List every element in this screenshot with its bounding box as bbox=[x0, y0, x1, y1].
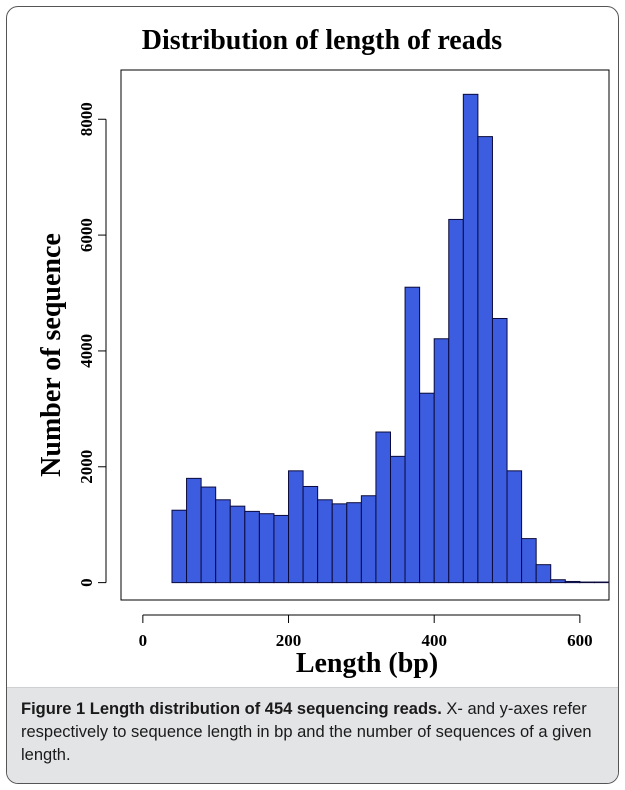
histogram-bar bbox=[419, 392, 435, 584]
x-tick-label: 0 bbox=[139, 631, 148, 650]
histogram-bar bbox=[579, 581, 595, 584]
y-tick-label: 2000 bbox=[77, 450, 96, 484]
histogram-bar bbox=[288, 470, 304, 584]
histogram-bar bbox=[360, 495, 377, 584]
histogram-bar bbox=[258, 513, 275, 584]
histogram-bar bbox=[462, 93, 479, 584]
figure-panel: Distribution of length of reads 0 200 400 6… bbox=[6, 6, 619, 784]
histogram-bar bbox=[375, 431, 391, 584]
x-tick-label: 600 bbox=[567, 631, 593, 650]
histogram-bar bbox=[593, 581, 610, 584]
histogram-bar bbox=[521, 538, 537, 584]
histogram-bar bbox=[244, 510, 260, 584]
y-tick-label: 0 bbox=[77, 578, 96, 587]
y-axis-label: Number of sequence bbox=[36, 233, 67, 477]
histogram-bar bbox=[317, 499, 333, 584]
histogram-bar bbox=[171, 509, 188, 584]
y-axis: 0 2000 4000 6000 8000 bbox=[77, 102, 107, 587]
histogram-bar bbox=[550, 579, 566, 584]
histogram-bar bbox=[448, 218, 464, 584]
histogram-bar bbox=[346, 502, 362, 584]
histogram-bar bbox=[200, 486, 217, 584]
x-axis: 0 200 400 600 bbox=[139, 614, 593, 650]
histogram-bar bbox=[535, 564, 552, 584]
caption-area: Figure 1 Length distribution of 454 sequ… bbox=[7, 687, 618, 783]
histogram-bar bbox=[331, 503, 348, 584]
x-tick-label: 200 bbox=[276, 631, 302, 650]
histogram-bar bbox=[273, 514, 290, 584]
histogram-bar bbox=[229, 505, 246, 584]
caption-text: X- and y-axes refer respectively to sequ… bbox=[21, 700, 592, 764]
histogram-bar bbox=[506, 470, 523, 584]
histogram-bar bbox=[389, 455, 406, 584]
histogram-bar bbox=[564, 580, 581, 584]
histogram-bar bbox=[491, 317, 508, 584]
histogram-bar bbox=[477, 136, 493, 584]
histogram-bar bbox=[302, 485, 319, 584]
histogram-bar bbox=[433, 338, 450, 584]
histogram-bar bbox=[215, 499, 231, 584]
y-tick-label: 8000 bbox=[77, 102, 96, 136]
y-tick-label: 4000 bbox=[77, 334, 96, 368]
histogram-bar bbox=[404, 286, 421, 584]
figure-caption: Figure 1 Length distribution of 454 sequ… bbox=[7, 688, 618, 775]
bars-group bbox=[171, 93, 610, 584]
caption-title: Figure 1 Length distribution of 454 sequ… bbox=[21, 700, 442, 718]
chart-title: Distribution of length of reads bbox=[142, 25, 502, 56]
histogram-bar bbox=[186, 477, 202, 584]
x-axis-label: Length (bp) bbox=[296, 648, 438, 679]
histogram-chart: Distribution of length of reads 0 200 400 6… bbox=[36, 25, 610, 679]
plot-frame bbox=[120, 69, 610, 601]
x-tick-label: 400 bbox=[421, 631, 447, 650]
y-tick-label: 6000 bbox=[77, 218, 96, 252]
